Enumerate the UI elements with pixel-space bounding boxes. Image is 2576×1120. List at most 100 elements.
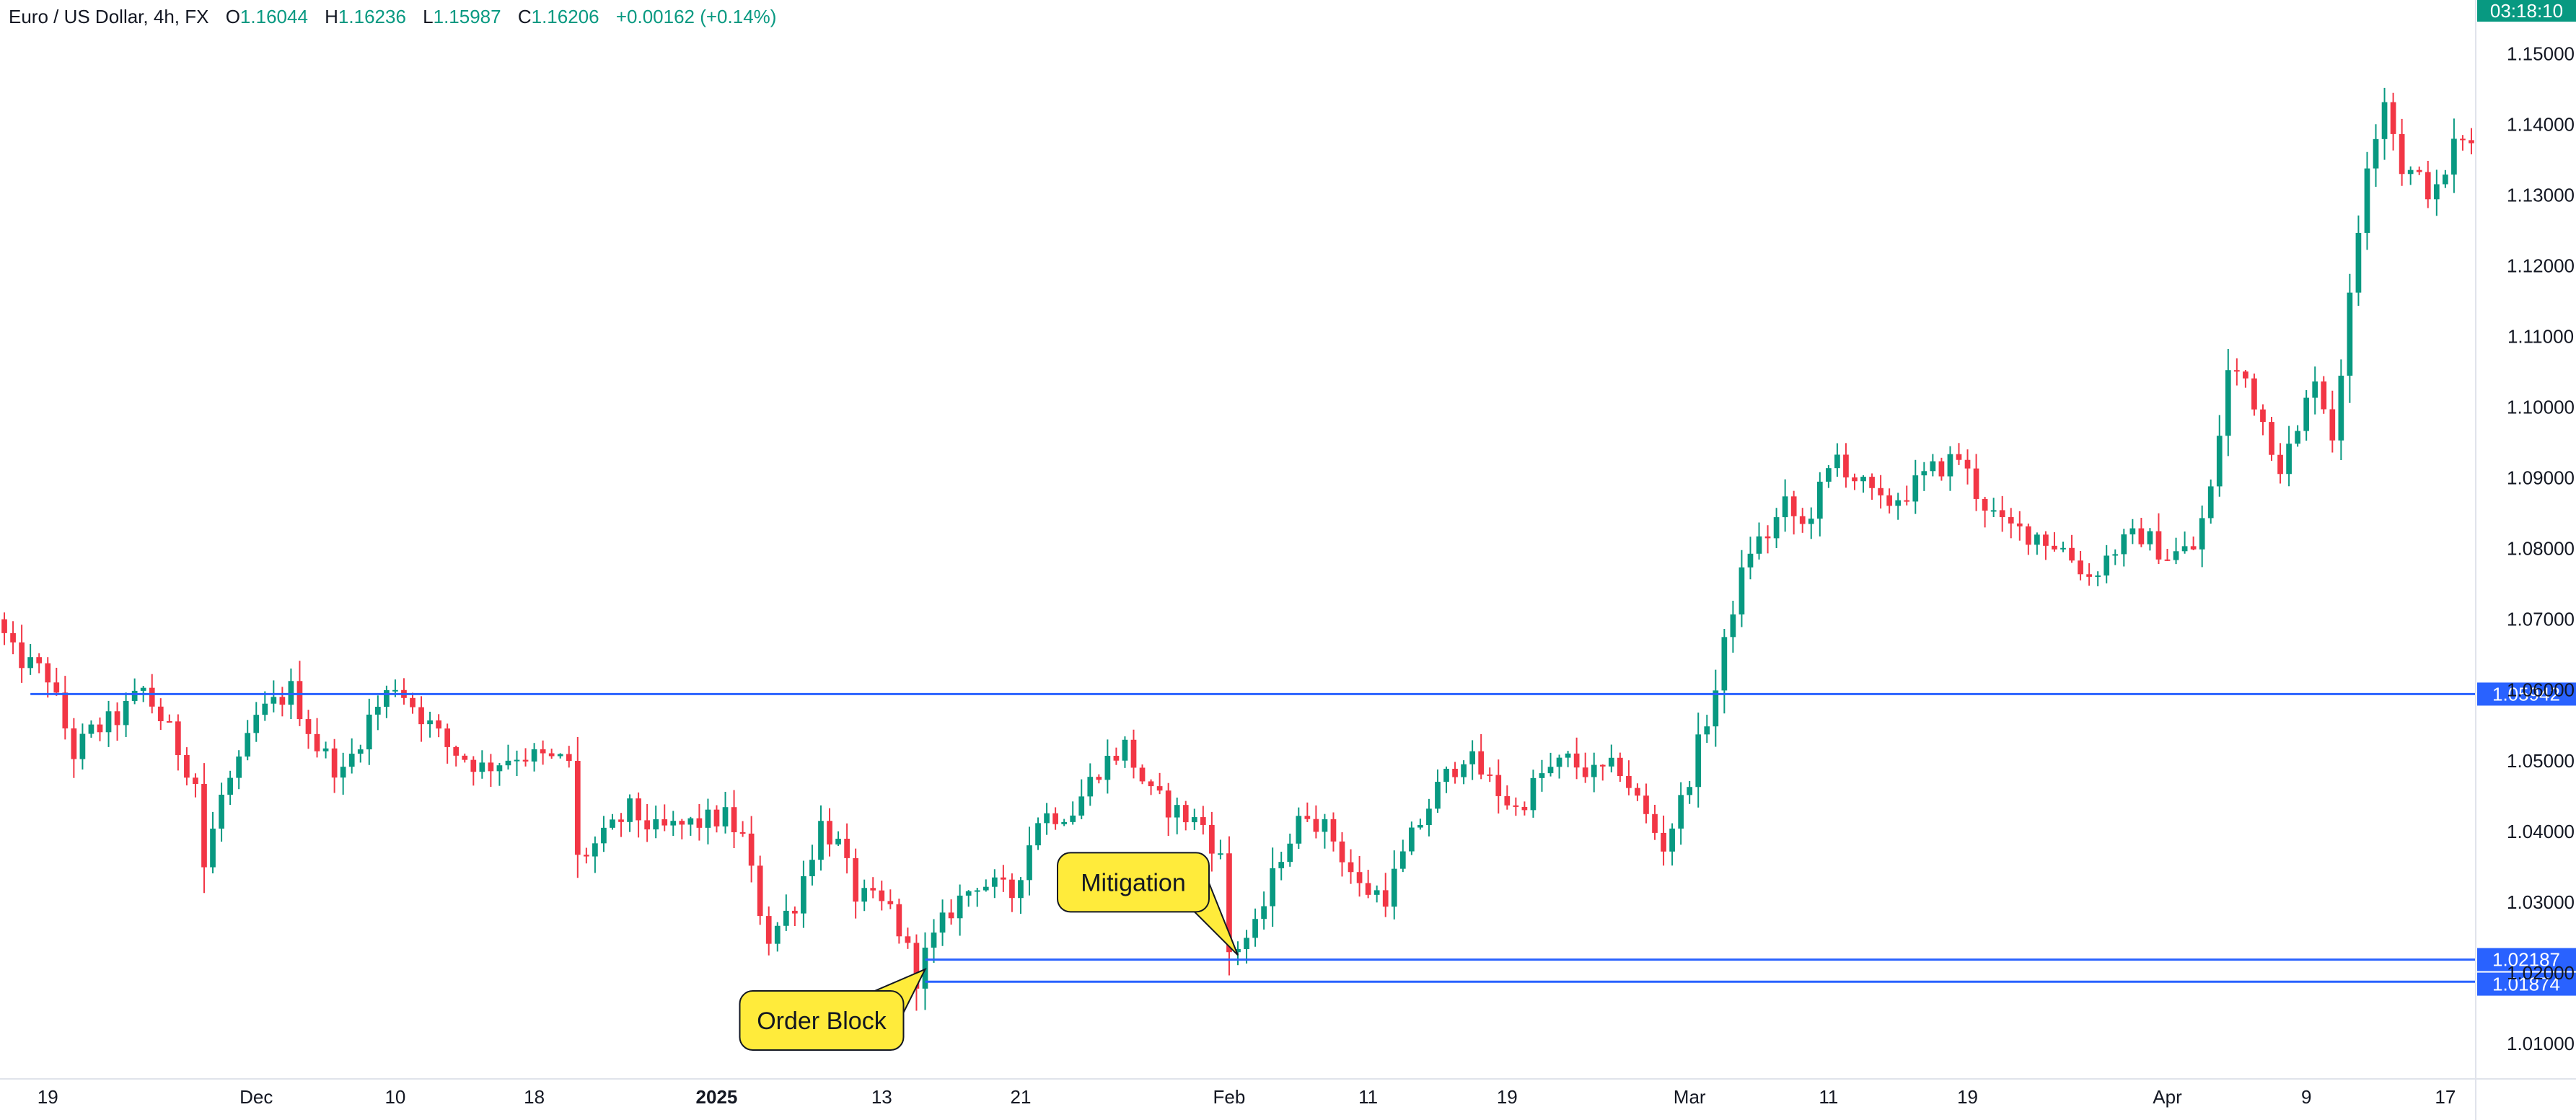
candle xyxy=(1790,490,1797,535)
callout-box xyxy=(1057,852,1210,913)
candle-body xyxy=(2121,534,2127,555)
candle xyxy=(548,749,555,759)
candle-body xyxy=(774,925,781,944)
candle xyxy=(1808,507,1814,539)
candle-body xyxy=(844,838,850,858)
candle-body xyxy=(531,749,537,762)
candle-body xyxy=(193,777,198,785)
candle-body xyxy=(2008,517,2014,524)
candle xyxy=(1009,873,1015,912)
candle xyxy=(1078,779,1085,819)
candle xyxy=(1643,783,1649,824)
candle-body xyxy=(2433,184,2440,200)
candle-body xyxy=(1339,841,1345,863)
candle-body xyxy=(105,711,112,733)
candle xyxy=(731,790,737,848)
candle xyxy=(1382,873,1389,917)
candle xyxy=(618,813,624,837)
candle xyxy=(2469,128,2474,155)
candle xyxy=(1070,801,1076,825)
candle xyxy=(835,831,841,846)
candle-body xyxy=(184,754,190,778)
candle xyxy=(1721,628,1728,714)
candle xyxy=(2329,390,2336,453)
candle-body xyxy=(149,687,155,707)
price-tick-label: 1.07000 xyxy=(2507,609,2575,630)
candle xyxy=(227,770,233,805)
candle xyxy=(2373,124,2379,188)
candle xyxy=(2008,508,2014,539)
candle-body xyxy=(53,682,60,693)
candle-body xyxy=(2416,169,2422,172)
candle-body xyxy=(340,767,346,778)
candle xyxy=(1982,496,1988,528)
candle xyxy=(1964,449,1971,485)
candle xyxy=(2147,528,2153,551)
candle xyxy=(566,746,572,768)
price-axis[interactable]: 1.15000 1.14000 1.13000 1.12000 1.11000 1.100… xyxy=(2475,0,2575,1120)
candle-body xyxy=(1278,862,1285,868)
candle-body xyxy=(2052,545,2057,550)
level-price-tag xyxy=(2477,972,2576,996)
candle-body xyxy=(905,936,911,943)
time-tick-label: 19 xyxy=(1957,1086,1978,1108)
candle-body xyxy=(1982,498,1988,511)
candle xyxy=(1904,485,1910,506)
price-tick-label: 1.14000 xyxy=(2507,113,2575,135)
candle-body xyxy=(45,663,51,683)
annotation-callout[interactable]: Mitigation xyxy=(1057,852,1239,956)
candle xyxy=(827,808,832,857)
candle-body xyxy=(245,733,251,757)
candle-body xyxy=(219,794,224,829)
candle-body xyxy=(2216,436,2223,487)
candle-body xyxy=(1573,753,1580,768)
candle-body xyxy=(879,890,885,901)
candle xyxy=(45,657,51,698)
candle xyxy=(1452,762,1458,784)
candle xyxy=(948,899,954,925)
candle-body xyxy=(2355,232,2362,293)
candle-body xyxy=(1704,726,1710,735)
candle xyxy=(271,680,277,713)
candle-body xyxy=(1356,872,1363,883)
candle xyxy=(53,667,60,696)
candle-body xyxy=(2129,528,2136,534)
candle xyxy=(2347,273,2353,403)
candle xyxy=(1799,508,1806,533)
candle xyxy=(2199,505,2205,568)
time-tick-label: 9 xyxy=(2301,1086,2311,1108)
candle xyxy=(1826,464,1832,488)
candle-body xyxy=(1087,777,1094,797)
candle-body xyxy=(1469,751,1475,764)
candle-body xyxy=(835,838,841,845)
candle xyxy=(1174,797,1180,834)
callout-text: Order Block xyxy=(757,1007,887,1035)
candle-body xyxy=(1487,774,1493,776)
candle-body xyxy=(1235,949,1241,953)
annotation-callout[interactable]: Order Block xyxy=(739,968,927,1051)
candle-body xyxy=(1539,773,1545,778)
candle xyxy=(2052,532,2057,552)
high-label: H xyxy=(325,6,338,27)
candle-body xyxy=(1782,496,1788,518)
candle xyxy=(818,805,824,871)
candle xyxy=(1756,522,1762,560)
candle xyxy=(2321,376,2327,414)
candle-body xyxy=(965,891,972,896)
candle-body xyxy=(1513,805,1519,807)
candle xyxy=(1878,475,1883,509)
candle-body xyxy=(1209,824,1215,854)
time-axis[interactable]: 19 Dec 10 18 2025 13 21 Feb 11 19 Mar 11 19 Apr 9 17 xyxy=(0,1078,2576,1108)
candle xyxy=(2181,531,2188,554)
candle xyxy=(644,803,650,842)
candle-body xyxy=(79,733,86,759)
candle xyxy=(2078,550,2083,581)
candle xyxy=(2243,370,2248,388)
candle-body xyxy=(2112,554,2119,556)
candle-body xyxy=(583,855,589,857)
candle-body xyxy=(2321,381,2327,410)
close-value: 1.16206 xyxy=(531,6,599,27)
candle-body xyxy=(1747,553,1754,568)
candle-body xyxy=(557,754,563,757)
